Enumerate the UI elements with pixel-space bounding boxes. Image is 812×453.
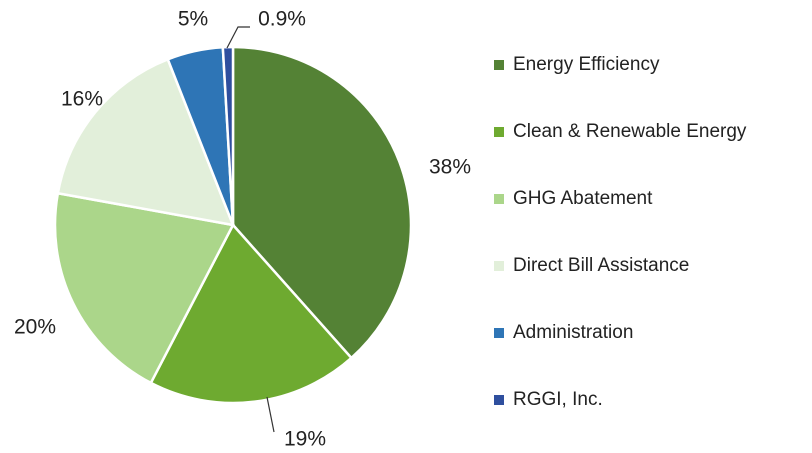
- legend-label: Administration: [513, 322, 633, 343]
- legend-label: GHG Abatement: [513, 188, 653, 209]
- legend-label: Energy Efficiency: [513, 54, 660, 75]
- legend-label: Direct Bill Assistance: [513, 255, 689, 276]
- data-label: 38%: [429, 156, 471, 179]
- data-label: 19%: [284, 428, 326, 451]
- legend-swatch: [494, 194, 504, 204]
- legend-swatch: [494, 395, 504, 405]
- pie-slice: [231, 45, 413, 360]
- legend-label: RGGI, Inc.: [513, 389, 603, 410]
- legend-swatch: [494, 127, 504, 137]
- data-label: 20%: [14, 316, 56, 339]
- legend-swatch: [494, 261, 504, 271]
- pie-slice: [149, 222, 354, 405]
- data-label: 16%: [61, 88, 103, 111]
- data-label: 5%: [178, 8, 208, 31]
- data-label: 0.9%: [258, 8, 306, 31]
- pie-slice: [53, 191, 235, 385]
- legend-label: Clean & Renewable Energy: [513, 121, 747, 142]
- legend-swatch: [494, 328, 504, 338]
- pie-slice: [56, 57, 235, 227]
- leader-line: [226, 26, 250, 49]
- legend-swatch: [494, 60, 504, 70]
- leader-line: [266, 396, 275, 433]
